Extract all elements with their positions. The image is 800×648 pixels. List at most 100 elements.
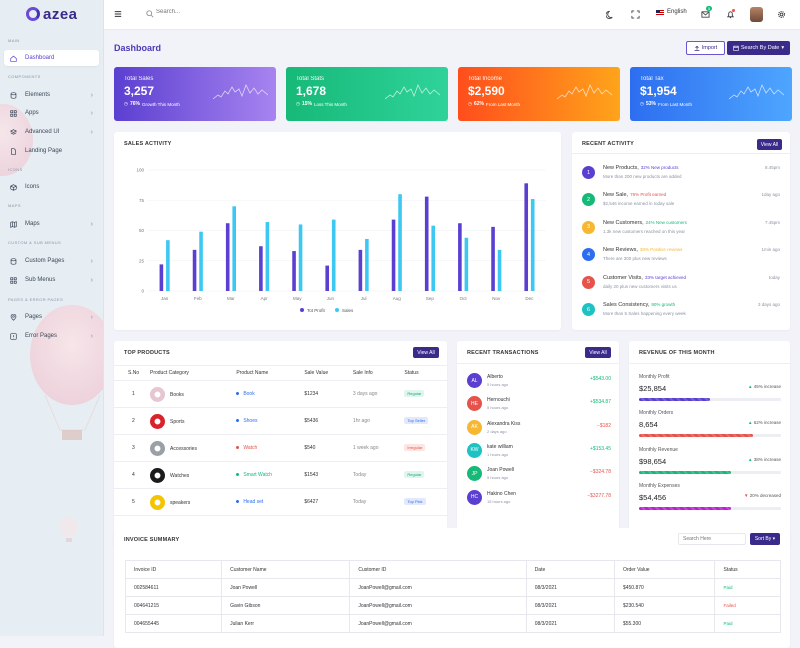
sale-info-cell: 3 days ago bbox=[346, 380, 399, 408]
fullscreen-icon[interactable] bbox=[631, 10, 640, 19]
table-row[interactable]: 002584611 Joan Powell JoanPowell@gmail.com… bbox=[124, 578, 781, 597]
transaction-item[interactable]: HC Hakino Chen 15 hours ago −$3277.78 bbox=[467, 489, 611, 513]
box-icon bbox=[10, 183, 17, 191]
sno-cell: 3 bbox=[114, 434, 144, 462]
sidebar-item-maps[interactable]: Maps › bbox=[4, 216, 99, 232]
transaction-amount: −$324.78 bbox=[590, 469, 611, 476]
sidebar-item-icons[interactable]: Icons bbox=[4, 179, 99, 195]
view-all-button[interactable]: View All bbox=[757, 139, 782, 150]
menu-icon[interactable] bbox=[114, 10, 122, 18]
clock-icon: ◷ bbox=[296, 101, 300, 106]
transaction-time: 5 hours ago bbox=[487, 382, 509, 387]
table-row[interactable]: 2 Sports Shoes $5436 1hr ago Top Seller bbox=[114, 407, 447, 435]
revenue-item: Monthly Profit $25,854 ▲ 45% increase bbox=[639, 374, 781, 408]
sale-value-cell: $6427 bbox=[298, 488, 347, 516]
value-cell: $55.300 bbox=[613, 614, 716, 633]
sale-info-cell: Today bbox=[346, 488, 399, 516]
gear-icon[interactable] bbox=[777, 10, 786, 19]
arrow-up-icon: ▲ bbox=[748, 384, 754, 389]
stat-note: From Last Month bbox=[485, 101, 520, 107]
avatar[interactable] bbox=[750, 7, 763, 22]
search-by-date-button[interactable]: Search By Date ▾ bbox=[727, 41, 790, 55]
transaction-item[interactable]: KW kate william 1 hours ago +$153.45 bbox=[467, 442, 611, 466]
activity-title-text: Sales Consistency, bbox=[603, 302, 650, 308]
sidebar-item-dashboard[interactable]: Dashboard bbox=[4, 50, 99, 66]
product-image bbox=[150, 386, 165, 402]
section-label-custom: CUSTOM & SUB MENUS bbox=[8, 240, 62, 245]
table-row[interactable]: 1 Books Book $1234 3 days ago Regular bbox=[114, 380, 447, 408]
product-name: Watch bbox=[243, 445, 258, 451]
status-cell: Regular bbox=[398, 461, 447, 489]
view-all-button[interactable]: View All bbox=[585, 347, 611, 358]
search-icon[interactable] bbox=[146, 10, 154, 18]
stat-value: $2,590 bbox=[468, 84, 505, 98]
status-text: Paid bbox=[723, 620, 733, 626]
product-image bbox=[150, 467, 165, 483]
y-tick-label: 0 bbox=[141, 289, 144, 294]
view-all-button[interactable]: View All bbox=[413, 347, 439, 358]
x-tick-label: Apr bbox=[261, 296, 269, 301]
sidebar-item-apps[interactable]: Apps › bbox=[4, 105, 99, 121]
sidebar-item-error-pages[interactable]: Error Pages › bbox=[4, 328, 99, 344]
sort-by-button[interactable]: Sort By ▾ bbox=[750, 533, 780, 545]
sno-cell: 1 bbox=[114, 380, 144, 408]
table-row[interactable]: 004655445 Julian Kerr JoanPowell@gmail.com… bbox=[124, 614, 781, 633]
divider bbox=[572, 153, 790, 154]
status-badge: Regular bbox=[404, 471, 425, 478]
sidebar-item-advanced-ui[interactable]: Advanced UI › bbox=[4, 124, 99, 140]
mail-icon[interactable] bbox=[701, 10, 710, 19]
activity-title: New Reviews, 38% Positive reviews bbox=[603, 247, 682, 253]
cid-cell: JoanPowell@gmail.com bbox=[349, 578, 527, 597]
activity-item[interactable]: 4 New Reviews, 38% Positive reviews There a… bbox=[582, 246, 780, 272]
transaction-name: Hakino Chen bbox=[487, 490, 516, 497]
moon-icon[interactable] bbox=[606, 10, 615, 19]
activity-item[interactable]: 3 New Customers, 24% New customers 1.3k new… bbox=[582, 219, 780, 245]
activity-item[interactable]: 6 Sales Consistency, 90% growth More than 5… bbox=[582, 301, 780, 327]
revenue-label: Monthly Revenue bbox=[639, 446, 678, 453]
sidebar-item-sub-menus[interactable]: Sub Menus › bbox=[4, 272, 99, 288]
transaction-item[interactable]: AL Alberto 5 hours ago +$543.00 bbox=[467, 373, 611, 396]
sidebar-item-pages[interactable]: Pages › bbox=[4, 309, 99, 325]
transaction-item[interactable]: HE Hernouchi 5 hours ago +$534.87 bbox=[467, 396, 611, 419]
invoice-search-input[interactable] bbox=[678, 533, 746, 545]
import-button[interactable]: Import bbox=[686, 41, 725, 55]
status-dot bbox=[236, 500, 240, 504]
bar-sales bbox=[166, 240, 170, 291]
sidebar-item-label: Advanced UI bbox=[25, 129, 60, 135]
sale-value-cell: $1543 bbox=[298, 461, 347, 489]
clock-icon: ◷ bbox=[468, 101, 472, 106]
bell-icon[interactable] bbox=[726, 10, 735, 19]
sparkline-path bbox=[557, 83, 612, 100]
search-input[interactable] bbox=[156, 9, 276, 15]
sidebar-item-landing-page[interactable]: Landing Page bbox=[4, 143, 99, 159]
chevron-right-icon: › bbox=[90, 276, 93, 284]
activity-item[interactable]: 2 New Sale, 76% Profit earned $2,546 income… bbox=[582, 191, 780, 217]
sidebar-item-elements[interactable]: Elements › bbox=[4, 87, 99, 103]
sidebar-item-label: Icons bbox=[25, 184, 40, 190]
chevron-right-icon: › bbox=[90, 128, 93, 136]
table-row[interactable]: 4 Watches Smart Watch $1543 Today Regular bbox=[114, 461, 447, 489]
logo[interactable]: azea bbox=[26, 6, 78, 23]
revenue-percent: ▲ 38% increase bbox=[748, 457, 781, 462]
activity-title-text: New Customers, bbox=[603, 219, 644, 226]
language-selector[interactable]: English bbox=[656, 9, 687, 15]
table-row[interactable]: 3 Accessories Watch $540 1 week ago Irregular bbox=[114, 434, 447, 462]
sale-value-cell: $5436 bbox=[298, 407, 347, 435]
activity-item[interactable]: 5 Customer Visits, 33% target achieved dail… bbox=[582, 274, 780, 300]
product-name: Smart Watch bbox=[243, 472, 273, 478]
sidebar-item-custom-pages[interactable]: Custom Pages › bbox=[4, 253, 99, 269]
transaction-item[interactable]: JP Joan Powell 5 hours ago −$324.78 bbox=[467, 466, 611, 489]
bar-tot-profit bbox=[292, 251, 296, 291]
transaction-item[interactable]: AK Alexandra Kiss 2 days ago −$182 bbox=[467, 419, 611, 443]
date-cell: 08/3/2021 bbox=[525, 614, 615, 633]
progress-bar bbox=[639, 506, 781, 510]
status-badge: Top Seller bbox=[404, 417, 429, 424]
table-row[interactable]: 004641215 Gavin Gibson JoanPowell@gmail.co… bbox=[124, 596, 781, 615]
revenue-item: Monthly Expenses $54,456 ▼ 20% decreased bbox=[639, 483, 781, 517]
stat-sub: ◷ 15% Loss This Month bbox=[296, 101, 438, 107]
activity-item[interactable]: 1 New Products, 32% New products More than … bbox=[582, 164, 780, 190]
revenue-percent-text: 38% increase bbox=[753, 456, 781, 462]
status-badge: Irregular bbox=[404, 444, 426, 451]
table-row[interactable]: 5 speakers Head set $6427 Today Top Pick bbox=[114, 488, 447, 516]
revenue-percent: ▲ 62% increase bbox=[748, 420, 781, 425]
